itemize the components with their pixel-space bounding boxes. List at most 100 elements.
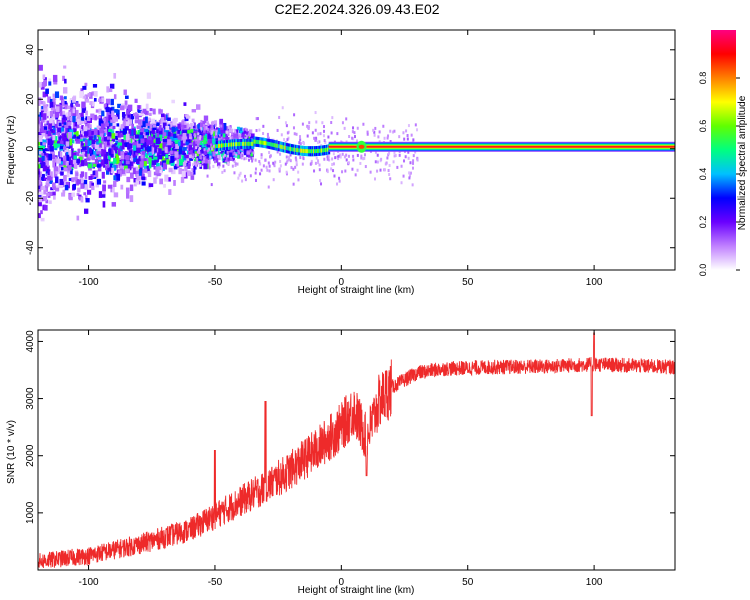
heatmap-cell: [162, 139, 167, 143]
heatmap-cell: [214, 123, 217, 127]
heatmap-cell: [42, 204, 46, 211]
heatmap-cell: [412, 138, 415, 142]
heatmap-cell: [203, 148, 206, 152]
heatmap-cell: [196, 155, 200, 161]
heatmap-cell: [412, 154, 415, 158]
colorbar-tick-label: 0.2: [698, 216, 708, 229]
heatmap-cell: [293, 113, 296, 117]
heatmap-cell: [203, 163, 208, 170]
heatmap-cell: [241, 179, 244, 183]
heatmap-cell: [337, 154, 340, 158]
heatmap-cell: [100, 123, 105, 129]
heatmap-cell: [331, 116, 334, 120]
heatmap-cell: [91, 130, 95, 135]
heatmap-cell: [267, 185, 270, 189]
heatmap-cell: [41, 145, 45, 151]
heatmap-cell: [84, 82, 88, 87]
heatmap-cell: [116, 157, 120, 164]
heatmap-cell: [39, 152, 43, 158]
heatmap-cell: [113, 175, 118, 181]
heatmap-cell: [145, 157, 150, 164]
heatmap-cell: [226, 150, 229, 154]
heatmap-cell: [235, 142, 238, 147]
heatmap-cell: [326, 168, 329, 172]
heatmap-cell: [306, 134, 309, 138]
heatmap-cell: [110, 167, 115, 174]
heatmap-cell: [43, 104, 48, 112]
heatmap-cell: [295, 163, 298, 167]
heatmap-cell: [200, 148, 205, 154]
heatmap-cell: [199, 136, 202, 140]
heatmap-cell: [236, 142, 239, 147]
heatmap-cell: [244, 174, 247, 178]
heatmap-cell: [387, 134, 390, 138]
heatmap-cell: [192, 122, 195, 126]
heatmap-cells: [38, 64, 675, 222]
heatmap-cell: [42, 139, 47, 144]
heatmap-cell: [225, 137, 230, 141]
heatmap-cell: [393, 129, 396, 133]
heatmap-cell: [87, 116, 91, 122]
heatmap-cell: [212, 144, 215, 148]
heatmap-cell: [243, 141, 246, 146]
heatmap-cell: [68, 193, 73, 201]
heatmap-cell: [332, 152, 335, 156]
heatmap-cell: [124, 125, 128, 130]
heatmap-cell: [200, 156, 203, 160]
heatmap-cell: [231, 164, 234, 168]
heatmap-cell: [101, 136, 105, 142]
heatmap-cell: [38, 200, 42, 207]
heatmap-cell: [366, 132, 369, 136]
heatmap-cell: [210, 147, 213, 151]
heatmap-cell: [66, 154, 70, 161]
heatmap-cell: [97, 164, 102, 172]
heatmap-cell: [200, 119, 203, 123]
heatmap-cell: [227, 142, 230, 147]
heatmap-cell: [134, 98, 138, 103]
heatmap-cell: [75, 172, 79, 176]
heatmap-cell: [406, 134, 409, 138]
heatmap-cell: [167, 131, 171, 137]
heatmap-cell: [87, 163, 92, 169]
heatmap-cell: [203, 115, 209, 121]
heatmap-cell: [67, 165, 72, 171]
heatmap-cell: [290, 166, 293, 170]
heatmap-cell: [408, 171, 411, 175]
heatmap-cell: [224, 156, 229, 163]
heatmap-cell: [353, 131, 356, 135]
heatmap-cell: [123, 89, 127, 95]
heatmap-cell: [102, 191, 106, 196]
heatmap-cell: [184, 116, 189, 122]
heatmap-cell: [400, 181, 403, 185]
heatmap-cell: [280, 133, 283, 137]
heatmap-cell: [41, 159, 45, 167]
heatmap-cell: [210, 124, 213, 128]
heatmap-cell: [302, 142, 305, 146]
heatmap-cell: [205, 126, 208, 130]
heatmap-cell: [382, 124, 385, 128]
heatmap-cell: [141, 176, 146, 181]
spectrogram-xlabel: Height of straight line (km): [298, 285, 415, 296]
heatmap-cell: [137, 107, 140, 112]
heatmap-cell: [76, 109, 79, 117]
heatmap-cell: [63, 166, 68, 172]
heatmap-cell: [166, 159, 170, 165]
heatmap-cell: [235, 153, 238, 157]
heatmap-cell: [161, 127, 165, 133]
heatmap-cell: [270, 142, 273, 147]
heatmap-cell: [132, 154, 136, 158]
heatmap-cell: [99, 127, 104, 135]
heatmap-cell: [84, 150, 88, 155]
heatmap-cell: [239, 130, 244, 137]
heatmap-cell: [199, 145, 204, 152]
heatmap-cell: [253, 139, 256, 144]
heatmap-cell: [145, 165, 150, 171]
heatmap-cell: [83, 126, 88, 132]
heatmap-cell: [129, 195, 134, 203]
heatmap-cell: [91, 143, 96, 147]
heatmap-cell: [181, 155, 185, 162]
heatmap-cell: [178, 167, 182, 175]
heatmap-cell: [239, 141, 242, 146]
heatmap-cell: [284, 121, 287, 125]
heatmap-cell: [140, 173, 145, 180]
